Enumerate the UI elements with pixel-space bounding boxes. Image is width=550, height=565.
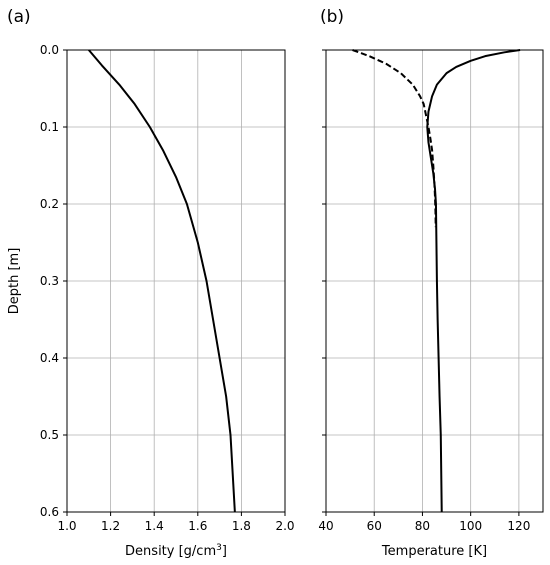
y-tick-label: 0.0	[40, 43, 59, 57]
x-tick-label: 100	[459, 519, 482, 533]
panel-b: 40 60 80 100 120 (b) Temperature [K]	[318, 7, 544, 559]
x-tick-label: 1.4	[145, 519, 164, 533]
y-tick-label: 0.3	[40, 274, 59, 288]
y-tick-label: 0.4	[40, 351, 59, 365]
series-line-solid	[426, 49, 521, 513]
x-tick-label: 1.0	[57, 519, 76, 533]
series-line-solid	[88, 49, 236, 513]
x-axis-label: Density [g/cm3]	[125, 543, 227, 559]
x-tick-label: 2.0	[275, 519, 294, 533]
x-tick-label: 120	[507, 519, 530, 533]
y-tick-label: 0.1	[40, 120, 59, 134]
panel-a: 1.0 1.2 1.4 1.6 1.8 2.0 0.0 0.1 0.2 0.3 0.4 0.5 0.6 (…	[7, 7, 295, 559]
panel-label: (b)	[320, 7, 344, 27]
x-tick-label: 80	[415, 519, 430, 533]
x-axis-label: Temperature [K]	[381, 544, 487, 559]
x-tick-label: 60	[367, 519, 382, 533]
y-axis-label: Depth [m]	[7, 248, 22, 315]
x-tick-label: 40	[318, 519, 333, 533]
y-tick-label: 0.6	[40, 505, 59, 519]
y-tick-label: 0.2	[40, 197, 59, 211]
y-tick-label: 0.5	[40, 428, 59, 442]
x-tick-label: 1.8	[232, 519, 251, 533]
series-line-dashed	[352, 49, 437, 228]
x-tick-label: 1.2	[101, 519, 120, 533]
panel-label: (a)	[7, 7, 31, 27]
x-tick-label: 1.6	[188, 519, 207, 533]
